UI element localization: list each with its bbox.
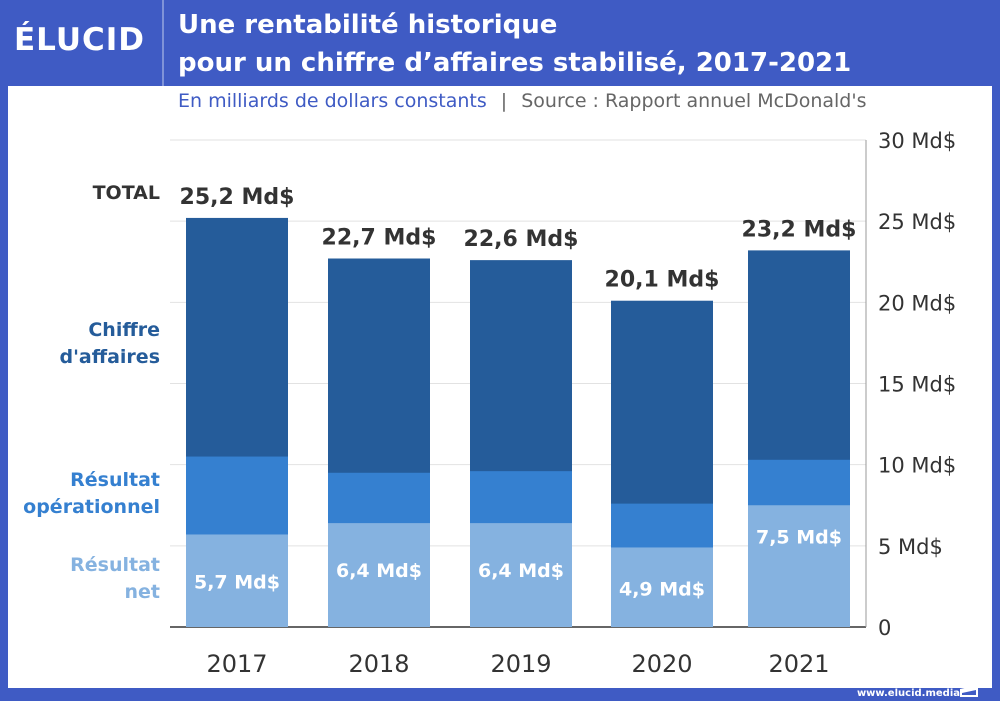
- net-label: 6,4 Md$: [336, 560, 422, 582]
- footer-url: www.elucid.media: [856, 688, 960, 699]
- total-label: 20,1 Md$: [605, 268, 720, 293]
- x-tick-label: 2017: [206, 650, 267, 678]
- left-label-revenue: d'affaires: [59, 346, 160, 368]
- bar-net: [470, 523, 572, 627]
- elucid-logo: ÉLUCID: [14, 22, 146, 58]
- total-label: 22,6 Md$: [464, 227, 579, 252]
- left-label-net: net: [125, 581, 161, 603]
- y-tick-label: 25 Md$: [878, 210, 956, 234]
- y-tick-label: 15 Md$: [878, 373, 956, 397]
- separator: |: [500, 90, 508, 112]
- units-label: En milliards de dollars constants: [178, 90, 487, 112]
- left-label-operating: Résultat: [70, 469, 160, 491]
- x-tick-label: 2020: [631, 650, 692, 678]
- bar-net: [186, 534, 288, 627]
- bar-net: [611, 547, 713, 627]
- total-label: 23,2 Md$: [742, 217, 857, 242]
- total-label: 25,2 Md$: [180, 185, 295, 210]
- x-tick-label: 2019: [490, 650, 551, 678]
- title-line-2: pour un chiffre d’affaires stabilisé, 20…: [178, 48, 852, 78]
- left-label-revenue: Chiffre: [88, 319, 160, 341]
- left-label-total: TOTAL: [93, 182, 160, 204]
- y-tick-label: 20 Md$: [878, 291, 956, 315]
- chart-title: Une rentabilité historique pour un chiff…: [178, 6, 851, 82]
- left-label-net: Résultat: [70, 554, 160, 576]
- title-line-1: Une rentabilité historique: [178, 10, 558, 40]
- y-tick-label: 10 Md$: [878, 454, 956, 478]
- elucid-flag-icon: [960, 685, 978, 697]
- bar-net: [748, 505, 850, 627]
- y-tick-label: 30 Md$: [878, 129, 956, 153]
- net-label: 7,5 Md$: [756, 526, 842, 548]
- net-label: 6,4 Md$: [478, 560, 564, 582]
- x-tick-label: 2021: [768, 650, 829, 678]
- chart-subtitle: En milliards de dollars constants | Sour…: [178, 90, 866, 112]
- total-label: 22,7 Md$: [322, 226, 437, 251]
- y-tick-label: 0: [878, 616, 891, 640]
- source-label: Source : Rapport annuel McDonald's: [521, 90, 867, 112]
- net-label: 4,9 Md$: [619, 578, 705, 600]
- y-tick-label: 5 Md$: [878, 535, 943, 559]
- x-tick-label: 2018: [348, 650, 409, 678]
- net-label: 5,7 Md$: [194, 571, 280, 593]
- bar-net: [328, 523, 430, 627]
- left-label-operating: opérationnel: [23, 496, 160, 518]
- header-divider: [162, 0, 164, 86]
